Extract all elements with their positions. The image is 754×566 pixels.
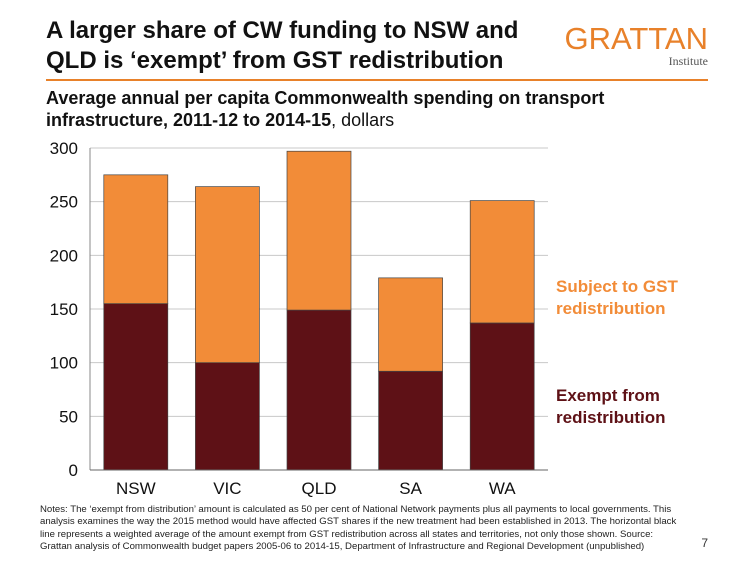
chart-notes: Notes: The ‘exempt from distribution’ am… [40,504,677,553]
x-tick-label-sa: SA [399,479,422,498]
bar-qld-subject [286,150,352,311]
y-tick-label-0: 0 [69,461,78,480]
bar-qld-exempt [286,309,352,471]
y-tick-label-250: 250 [50,193,78,212]
bar-wa-subject [469,200,535,324]
y-tick-label-150: 150 [50,300,78,319]
y-tick-label-100: 100 [50,354,78,373]
bar-nsw-subject [103,174,169,304]
bar-nsw-exempt [103,303,169,471]
chart-title-main: Average annual per capita Commonwealth s… [46,88,605,130]
x-tick-label-nsw: NSW [116,479,156,498]
bar-vic-subject [195,186,260,364]
y-tick-label-200: 200 [50,246,78,265]
bar-sa-subject [378,277,443,372]
y-tick-label-50: 50 [59,407,78,426]
chart-title-unit: , dollars [331,110,395,130]
legend-exempt: Exempt from redistribution [556,386,666,427]
x-tick-label-qld: QLD [302,479,337,498]
chart-title: Average annual per capita Commonwealth s… [46,87,686,131]
title-divider [46,79,708,81]
slide-title: A larger share of CW funding to NSW and … [46,17,519,74]
bar-vic-exempt [195,362,260,471]
bar-sa-exempt [378,370,443,471]
legend-subject-to-gst: Subject to GST redistribution [556,277,678,318]
bar-wa-exempt [469,322,535,471]
x-tick-label-vic: VIC [213,479,241,498]
y-tick-label-300: 300 [50,139,78,158]
x-tick-label-wa: WA [489,479,516,498]
logo-wordmark: GRATTAN [564,21,708,56]
logo-subtitle: Institute [668,54,708,68]
page-number: 7 [701,536,708,550]
grattan-logo: GRATTAN Institute [564,21,708,68]
